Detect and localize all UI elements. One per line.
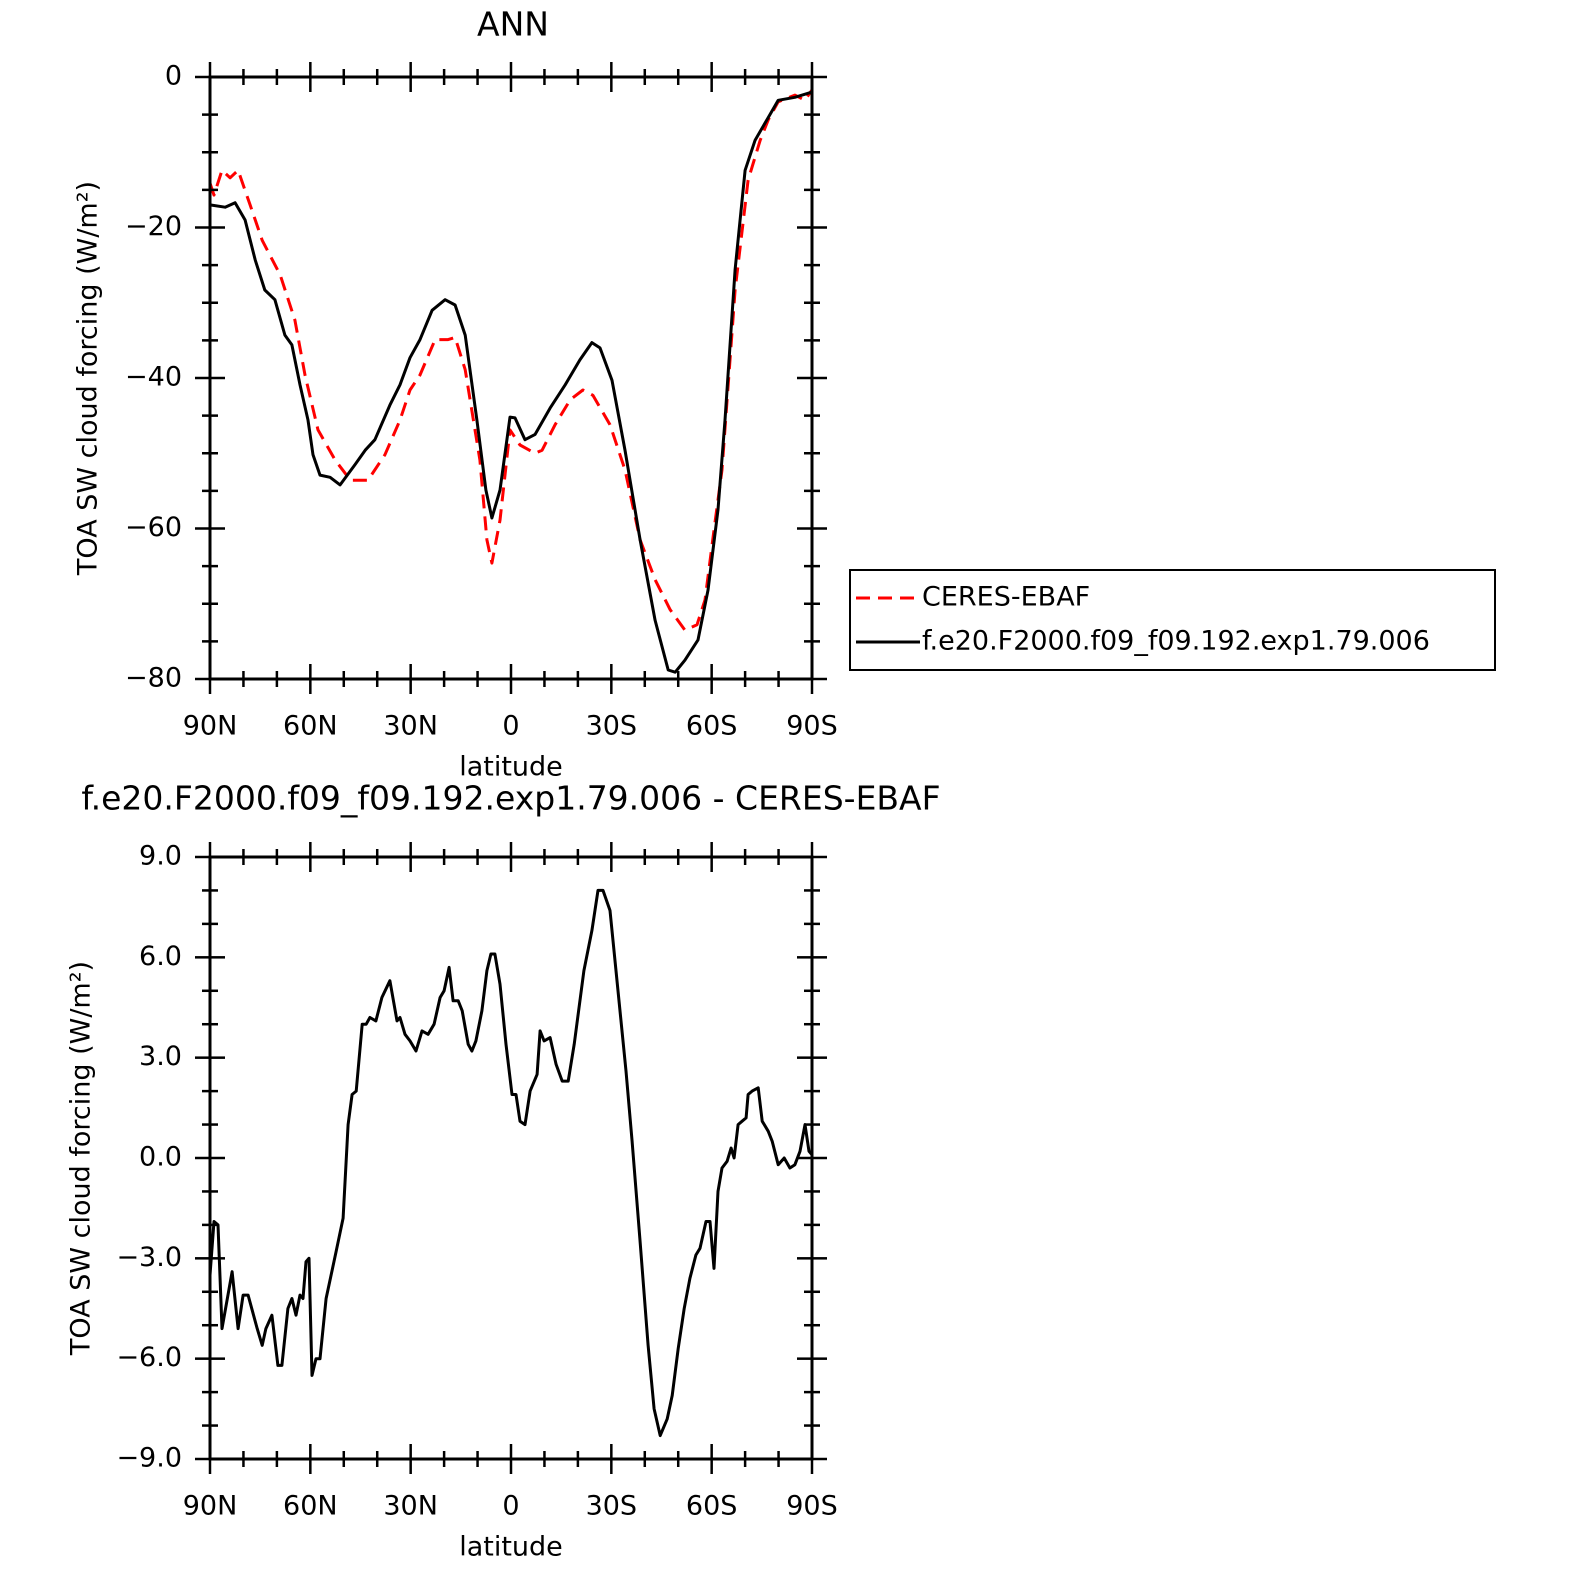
x-tick-label: 0 <box>502 711 519 742</box>
x-tick-label: 60S <box>686 1491 738 1522</box>
x-tick-label: 90S <box>786 711 838 742</box>
x-tick-label: 90N <box>183 1491 238 1522</box>
y-tick-label: −40 <box>125 362 182 393</box>
data-line <box>209 90 813 674</box>
y-tick-label: −3.0 <box>116 1242 182 1273</box>
y-tick-label: 0.0 <box>139 1142 182 1173</box>
plot-frame <box>208 75 814 681</box>
chart-title: ANN <box>477 5 549 44</box>
x-tick-label: 60S <box>686 711 738 742</box>
x-axis-label: latitude <box>459 752 563 783</box>
legend-label: f.e20.F2000.f09_f09.192.exp1.79.006 <box>922 626 1430 657</box>
plot-frame <box>208 855 814 1461</box>
x-tick-label: 30N <box>383 1491 438 1522</box>
x-tick-label: 30S <box>586 1491 638 1522</box>
y-tick-label: −60 <box>125 512 182 543</box>
y-tick-label: −9.0 <box>116 1443 182 1474</box>
legend-label: CERES-EBAF <box>922 582 1090 613</box>
x-tick-label: 30S <box>586 711 638 742</box>
y-tick-label: 3.0 <box>139 1041 182 1072</box>
data-line <box>208 888 814 1438</box>
y-tick-label: 6.0 <box>139 941 182 972</box>
y-axis-label: TOA SW cloud forcing (W/m²) <box>73 181 104 576</box>
x-tick-label: 90S <box>786 1491 838 1522</box>
x-axis-label: latitude <box>459 1532 563 1563</box>
chart-title: f.e20.F2000.f09_f09.192.exp1.79.006 - CE… <box>81 779 940 818</box>
x-tick-label: 60N <box>283 1491 338 1522</box>
y-tick-label: −80 <box>125 663 182 694</box>
y-tick-label: −6.0 <box>116 1342 182 1373</box>
y-tick-label: 0 <box>165 61 182 92</box>
y-tick-label: 9.0 <box>139 841 182 872</box>
legend-box <box>849 569 1496 671</box>
y-tick-label: −20 <box>125 211 182 242</box>
x-tick-label: 30N <box>383 711 438 742</box>
x-tick-label: 60N <box>283 711 338 742</box>
x-tick-label: 0 <box>502 1491 519 1522</box>
data-line <box>208 88 814 632</box>
x-tick-label: 90N <box>183 711 238 742</box>
y-axis-label: TOA SW cloud forcing (W/m²) <box>66 961 97 1356</box>
